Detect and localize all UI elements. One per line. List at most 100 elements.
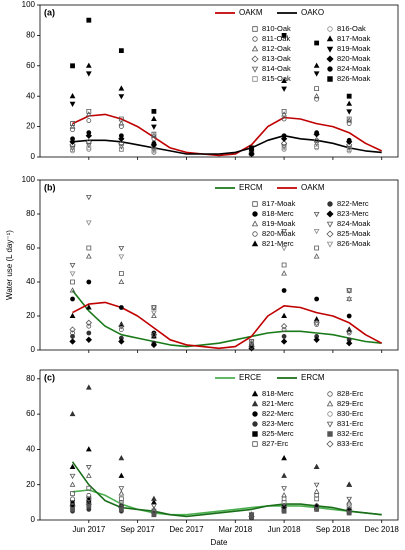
marker xyxy=(281,270,287,276)
marker xyxy=(313,336,320,343)
x-tick-label: Mar 2018 xyxy=(218,525,252,534)
marker xyxy=(346,100,353,106)
marker xyxy=(69,101,76,108)
marker xyxy=(248,513,255,520)
y-tick-label: 20 xyxy=(26,122,35,131)
marker xyxy=(118,278,125,284)
legend-label: ERCM xyxy=(301,373,325,382)
marker xyxy=(70,148,75,154)
marker xyxy=(346,109,353,115)
marker xyxy=(69,92,76,99)
marker xyxy=(69,473,76,480)
legend-label: 823-Merc xyxy=(337,209,369,218)
legend-label: 822-Merc xyxy=(337,199,369,208)
marker xyxy=(281,147,287,152)
legend-label: 821-Merc xyxy=(262,239,294,248)
legend-marker xyxy=(326,210,334,218)
legend-marker xyxy=(327,66,333,72)
marker xyxy=(248,341,255,347)
legend-marker xyxy=(252,421,258,427)
legend-label: 820-Moak xyxy=(262,229,296,238)
marker xyxy=(85,195,92,201)
marker xyxy=(69,326,76,333)
marker xyxy=(85,465,92,471)
marker xyxy=(281,77,287,83)
marker xyxy=(118,490,125,496)
marker xyxy=(248,343,255,350)
legend-marker xyxy=(327,201,333,207)
marker xyxy=(85,253,92,259)
legend-marker xyxy=(251,66,259,73)
marker xyxy=(346,506,353,513)
marker xyxy=(314,86,320,91)
marker xyxy=(118,144,125,150)
marker xyxy=(281,246,287,252)
marker xyxy=(346,148,352,154)
marker xyxy=(69,481,76,487)
legend-label: 818-Merc xyxy=(262,389,294,398)
marker xyxy=(313,482,320,488)
legend-label: 833-Erc xyxy=(337,439,364,448)
marker xyxy=(346,503,352,509)
y-tick-label: 100 xyxy=(22,0,36,9)
marker xyxy=(86,330,92,336)
marker xyxy=(118,271,124,276)
marker xyxy=(69,338,76,345)
legend-label: 823-Merc xyxy=(262,419,294,428)
marker xyxy=(69,271,76,277)
legend-label: 819-Moak xyxy=(337,44,371,53)
marker xyxy=(118,501,124,507)
legend-marker xyxy=(252,411,258,417)
legend-label: 818-Merc xyxy=(262,209,294,218)
legend-marker xyxy=(251,240,259,247)
panel-label: (c) xyxy=(44,372,55,382)
legend-label: ERCE xyxy=(239,373,261,382)
marker xyxy=(346,145,353,152)
legend-label: 827-Erc xyxy=(262,439,289,448)
legend-marker xyxy=(327,411,333,417)
marker xyxy=(314,322,320,327)
trend-line xyxy=(72,134,382,155)
marker xyxy=(118,246,125,252)
legend-marker xyxy=(251,390,259,397)
legend-label: 824-Moak xyxy=(337,219,371,228)
legend-label: 817-Moak xyxy=(337,34,371,43)
marker xyxy=(313,137,320,144)
legend-marker xyxy=(252,201,258,207)
marker xyxy=(281,133,287,139)
marker xyxy=(70,491,75,496)
marker xyxy=(313,316,320,322)
marker xyxy=(151,305,157,311)
marker xyxy=(69,312,76,318)
marker xyxy=(281,229,287,235)
marker xyxy=(85,319,92,326)
legend-label: 815-Oak xyxy=(262,74,291,83)
legend-label: 825-Merc xyxy=(262,429,294,438)
y-tick-label: 40 xyxy=(26,91,35,100)
marker xyxy=(85,304,92,310)
legend-marker xyxy=(327,431,333,437)
marker xyxy=(118,305,124,310)
legend-label: 831-Erc xyxy=(337,419,364,428)
y-tick-label: 60 xyxy=(26,243,35,252)
trend-line xyxy=(71,290,382,348)
legend-label: 817-Moak xyxy=(262,199,296,208)
marker xyxy=(151,503,157,510)
marker xyxy=(69,263,76,269)
y-tick-label: 40 xyxy=(26,277,35,286)
marker xyxy=(151,109,157,114)
marker xyxy=(69,145,76,152)
marker xyxy=(86,147,92,152)
x-tick-label: Sep 2017 xyxy=(121,525,156,534)
x-tick-label: Sep 2018 xyxy=(316,525,351,534)
x-axis-label: Date xyxy=(211,538,228,547)
legend-marker xyxy=(326,440,334,448)
marker xyxy=(314,40,320,46)
marker xyxy=(70,279,75,285)
marker xyxy=(346,288,353,294)
y-tick-label: 60 xyxy=(26,409,35,418)
marker xyxy=(118,486,125,492)
marker xyxy=(346,137,352,143)
trend-line xyxy=(72,113,383,157)
